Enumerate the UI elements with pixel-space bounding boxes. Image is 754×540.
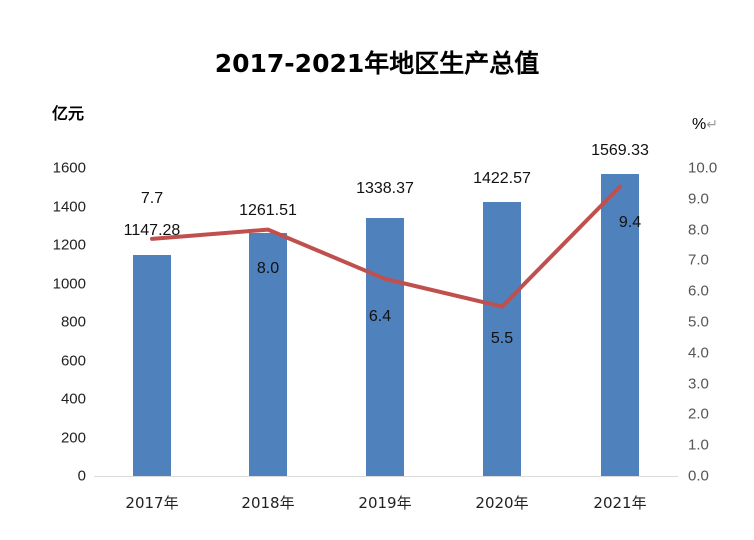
right-axis-unit-text: % [692,116,707,133]
bar-value-label: 1261.51 [239,202,297,219]
left-y-tick: 1600 [52,159,86,177]
left-y-tick: 1000 [52,275,86,292]
right-y-tick: 7.0 [688,251,709,269]
left-y-tick: 1400 [52,198,86,215]
left-y-tick: 200 [60,429,86,446]
right-y-tick: 2.0 [688,405,709,423]
right-y-tick: 6.0 [688,282,709,300]
line-value-label: 6.4 [368,308,392,325]
right-y-tick: 0.0 [688,467,709,485]
bar [133,255,171,476]
right-y-tick: 1.0 [688,436,709,454]
left-y-tick: 0 [77,467,86,485]
line-value-label: 7.7 [140,190,164,207]
right-y-tick: 8.0 [688,221,709,239]
right-y-tick: 5.0 [688,313,709,331]
x-tick: 2021年 [593,494,647,512]
bar-value-label: 1569.33 [591,142,649,159]
right-y-tick: 9.0 [688,190,709,208]
left-y-tick: 600 [60,352,86,369]
bar [601,173,639,476]
line-value-label: 9.4 [618,214,642,231]
x-tick: 2017年 [125,494,179,512]
x-axis-line [94,476,678,477]
line-value-label: 5.5 [490,330,514,347]
line-value-label: 8.0 [256,260,280,277]
left-y-tick: 1200 [52,236,86,254]
right-y-tick: 10.0 [688,159,718,177]
bar [366,218,404,476]
bar-value-label: 1422.57 [473,170,531,187]
return-mark-icon: ↵ [706,116,718,132]
bar [249,233,287,476]
left-y-tick: 800 [60,313,86,331]
x-tick: 2019年 [358,494,412,512]
bar-value-label: 1338.37 [356,180,414,197]
left-y-tick: 400 [60,390,86,408]
x-tick: 2018年 [241,494,295,512]
bar-value-label: 1147.28 [123,222,181,239]
chart-title: 2017-2021年地区生产总值 [214,49,540,78]
x-tick: 2020年 [475,494,529,512]
bar [483,202,521,476]
right-y-tick: 4.0 [688,344,709,362]
left-axis-unit: 亿元 [52,104,85,123]
right-axis-unit: %↵ [692,116,718,134]
right-y-tick: 3.0 [688,375,709,393]
